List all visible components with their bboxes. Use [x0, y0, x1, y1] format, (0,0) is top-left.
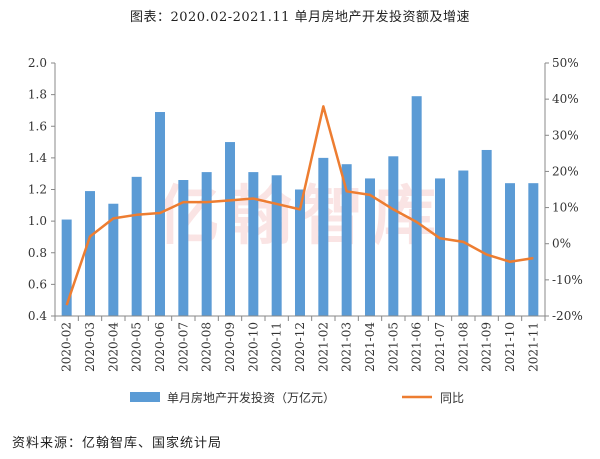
x-tick-label: 2020-09 [223, 322, 237, 372]
right-tick-label: 0% [552, 237, 571, 251]
left-tick-label: 1.6 [28, 119, 47, 133]
bar [271, 175, 282, 316]
right-tick-label: 50% [552, 56, 579, 70]
x-tick-label: 2020-08 [200, 322, 214, 372]
right-tick-label: 20% [552, 164, 579, 178]
legend-label-bar: 单月房地产开发投资（万亿元） [167, 390, 335, 405]
right-tick-label: 40% [552, 92, 579, 106]
left-tick-label: 1.8 [28, 88, 47, 102]
x-tick-label: 2020-10 [246, 322, 260, 372]
x-tick-label: 2021-09 [480, 322, 494, 372]
x-tick-label: 2020-03 [83, 322, 97, 372]
x-tick-label: 2021-07 [433, 322, 447, 372]
x-tick-label: 2021-06 [410, 322, 424, 372]
x-tick-label: 2021-03 [340, 322, 354, 372]
left-tick-label: 1.4 [28, 151, 47, 165]
right-tick-label: -10% [552, 273, 583, 287]
x-tick-label: 2020-06 [153, 322, 167, 372]
bar [505, 183, 515, 316]
right-tick-label: 10% [552, 201, 579, 215]
bar [295, 189, 305, 316]
bar [365, 178, 375, 316]
left-tick-label: 1.0 [28, 214, 47, 228]
x-tick-label: 2021-05 [386, 322, 400, 372]
left-tick-label: 0.8 [28, 246, 47, 260]
bar [341, 164, 352, 316]
x-tick-label: 2020-05 [130, 322, 144, 372]
bar [388, 156, 399, 316]
bar [248, 172, 259, 316]
bar [225, 142, 235, 316]
bar [201, 172, 212, 316]
x-tick-label: 2020-04 [106, 322, 120, 372]
left-tick-label: 0.6 [28, 277, 47, 291]
x-tick-label: 2020-07 [176, 322, 190, 372]
left-tick-label: 0.4 [28, 309, 47, 323]
bar [411, 96, 422, 316]
x-tick-label: 2021-02 [316, 322, 330, 372]
bar [481, 149, 492, 316]
left-tick-label: 1.2 [28, 183, 47, 197]
x-tick-label: 2021-04 [363, 322, 377, 372]
x-tick-label: 2021-10 [503, 322, 517, 372]
source-note: 资料来源：亿翰智库、国家统计局 [12, 436, 223, 451]
right-tick-label: 30% [552, 128, 579, 142]
bar [61, 219, 72, 316]
left-tick-label: 2.0 [28, 56, 47, 70]
bar [435, 178, 445, 316]
bar [131, 176, 142, 316]
x-tick-label: 2020-11 [270, 322, 284, 372]
legend-swatch-bar [130, 392, 160, 402]
bar [85, 191, 95, 316]
x-tick-label: 2021-08 [456, 322, 470, 372]
x-tick-label: 2020-12 [293, 322, 307, 372]
legend-label-line: 同比 [440, 391, 464, 405]
bar [178, 180, 189, 316]
bar [108, 203, 119, 316]
x-tick-label: 2020-02 [60, 322, 74, 372]
chart-title: 图表：2020.02-2021.11 单月房地产开发投资额及增速 [129, 10, 471, 25]
bar [318, 157, 329, 316]
right-tick-label: -20% [552, 309, 583, 323]
bar [528, 183, 539, 316]
x-tick-label: 2021-11 [526, 322, 540, 372]
